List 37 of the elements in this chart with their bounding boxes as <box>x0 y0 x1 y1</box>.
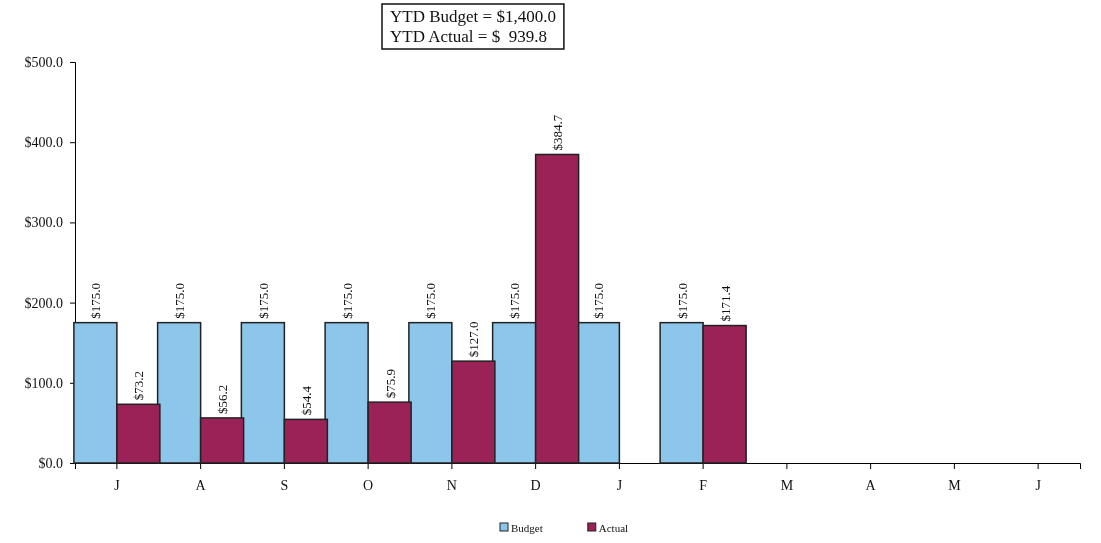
x-tick-label: D <box>530 478 541 494</box>
x-tick-label: O <box>363 478 374 494</box>
legend-label: Budget <box>511 522 543 534</box>
data-label: $175.0 <box>172 282 188 319</box>
x-tick-label: M <box>948 478 962 494</box>
x-tick-label: M <box>780 478 794 494</box>
data-label: $75.9 <box>382 368 398 399</box>
data-label: $175.0 <box>590 282 606 319</box>
text: YTD Actual = $ 939.8 <box>390 27 547 46</box>
data-label: $127.0 <box>466 321 482 358</box>
data-label: $384.7 <box>550 114 566 151</box>
data-label: $171.4 <box>717 285 733 322</box>
x-tick-label: J <box>114 478 121 494</box>
data-label: $175.0 <box>423 282 439 319</box>
x-tick-label: A <box>195 478 207 494</box>
x-tick-label: F <box>699 478 708 494</box>
x-tick-label: J <box>1035 478 1042 494</box>
data-label: $175.0 <box>507 282 523 319</box>
data-label: $73.2 <box>131 371 147 401</box>
y-tick-label: $300.0 <box>24 215 63 231</box>
text: YTD Budget = $1,400.0 <box>390 7 556 26</box>
x-tick-label: S <box>280 478 289 494</box>
x-tick-label: J <box>616 478 623 494</box>
y-tick-label: $100.0 <box>24 375 63 391</box>
y-tick-label: $200.0 <box>24 295 63 311</box>
data-label: $56.2 <box>215 384 231 414</box>
y-tick-label: $0.0 <box>38 455 63 471</box>
y-tick-label: $400.0 <box>24 135 63 151</box>
data-label: $175.0 <box>674 282 690 319</box>
data-label: $175.0 <box>339 282 355 319</box>
y-tick-label: $500.0 <box>24 54 63 70</box>
data-label: $175.0 <box>255 282 271 319</box>
legend-label: Actual <box>598 522 629 534</box>
data-label: $54.4 <box>298 385 314 416</box>
x-tick-label: N <box>446 478 457 494</box>
data-label: $175.0 <box>88 282 104 319</box>
x-tick-label: A <box>865 478 877 494</box>
